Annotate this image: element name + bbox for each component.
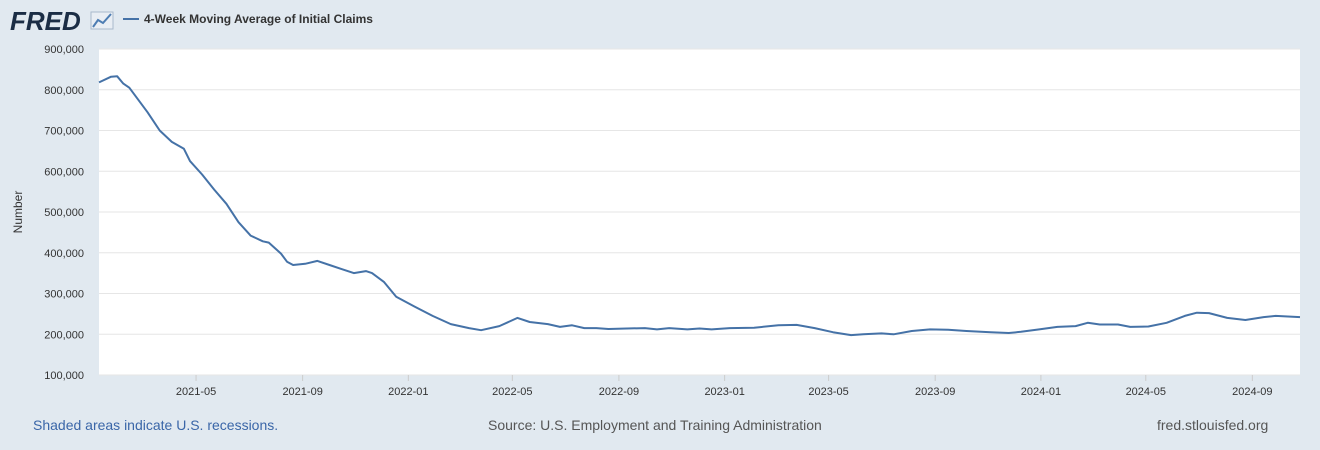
y-tick-label: 300,000 xyxy=(44,289,84,301)
x-tick-label: 2022-01 xyxy=(388,386,428,398)
y-tick-label: 700,000 xyxy=(44,126,84,138)
x-tick-label: 2022-09 xyxy=(599,386,639,398)
y-tick-label: 100,000 xyxy=(44,370,84,382)
fred-logo[interactable]: FRED xyxy=(10,6,114,36)
y-tick-label: 600,000 xyxy=(44,166,84,178)
x-tick-label: 2024-09 xyxy=(1232,386,1272,398)
y-tick-label: 800,000 xyxy=(44,85,84,97)
legend-label: 4-Week Moving Average of Initial Claims xyxy=(144,12,373,26)
fred-logo-graph-icon xyxy=(90,11,114,30)
x-tick-label: 2023-09 xyxy=(915,386,955,398)
y-tick-label: 900,000 xyxy=(44,44,84,56)
y-axis-ticks: 100,000 200,000 300,000 400,000 500,000 600,0… xyxy=(44,44,84,382)
fred-logo-text: FRED xyxy=(10,6,81,36)
x-tick-label: 2022-05 xyxy=(492,386,532,398)
gridlines xyxy=(99,48,1300,376)
x-tick-label: 2024-05 xyxy=(1126,386,1166,398)
y-axis-title: Number xyxy=(11,191,25,234)
x-tick-label: 2021-05 xyxy=(176,386,216,398)
y-tick-label: 200,000 xyxy=(44,329,84,341)
x-tick-label: 2023-05 xyxy=(808,386,848,398)
y-tick-label: 400,000 xyxy=(44,248,84,260)
legend[interactable]: 4-Week Moving Average of Initial Claims xyxy=(123,12,373,26)
series-line[interactable] xyxy=(98,75,1301,337)
x-tick-label: 2024-01 xyxy=(1021,386,1061,398)
source-note: Source: U.S. Employment and Training Adm… xyxy=(488,417,822,433)
x-tick-label: 2021-09 xyxy=(282,386,322,398)
y-tick-label: 500,000 xyxy=(44,207,84,219)
site-link[interactable]: fred.stlouisfed.org xyxy=(1157,417,1269,433)
x-tick-label: 2023-01 xyxy=(704,386,744,398)
recession-note-link[interactable]: Shaded areas indicate U.S. recessions. xyxy=(33,417,279,433)
x-axis-ticks: 2021-05 2021-09 2022-01 2022-05 2022-09 2023-… xyxy=(176,375,1273,398)
